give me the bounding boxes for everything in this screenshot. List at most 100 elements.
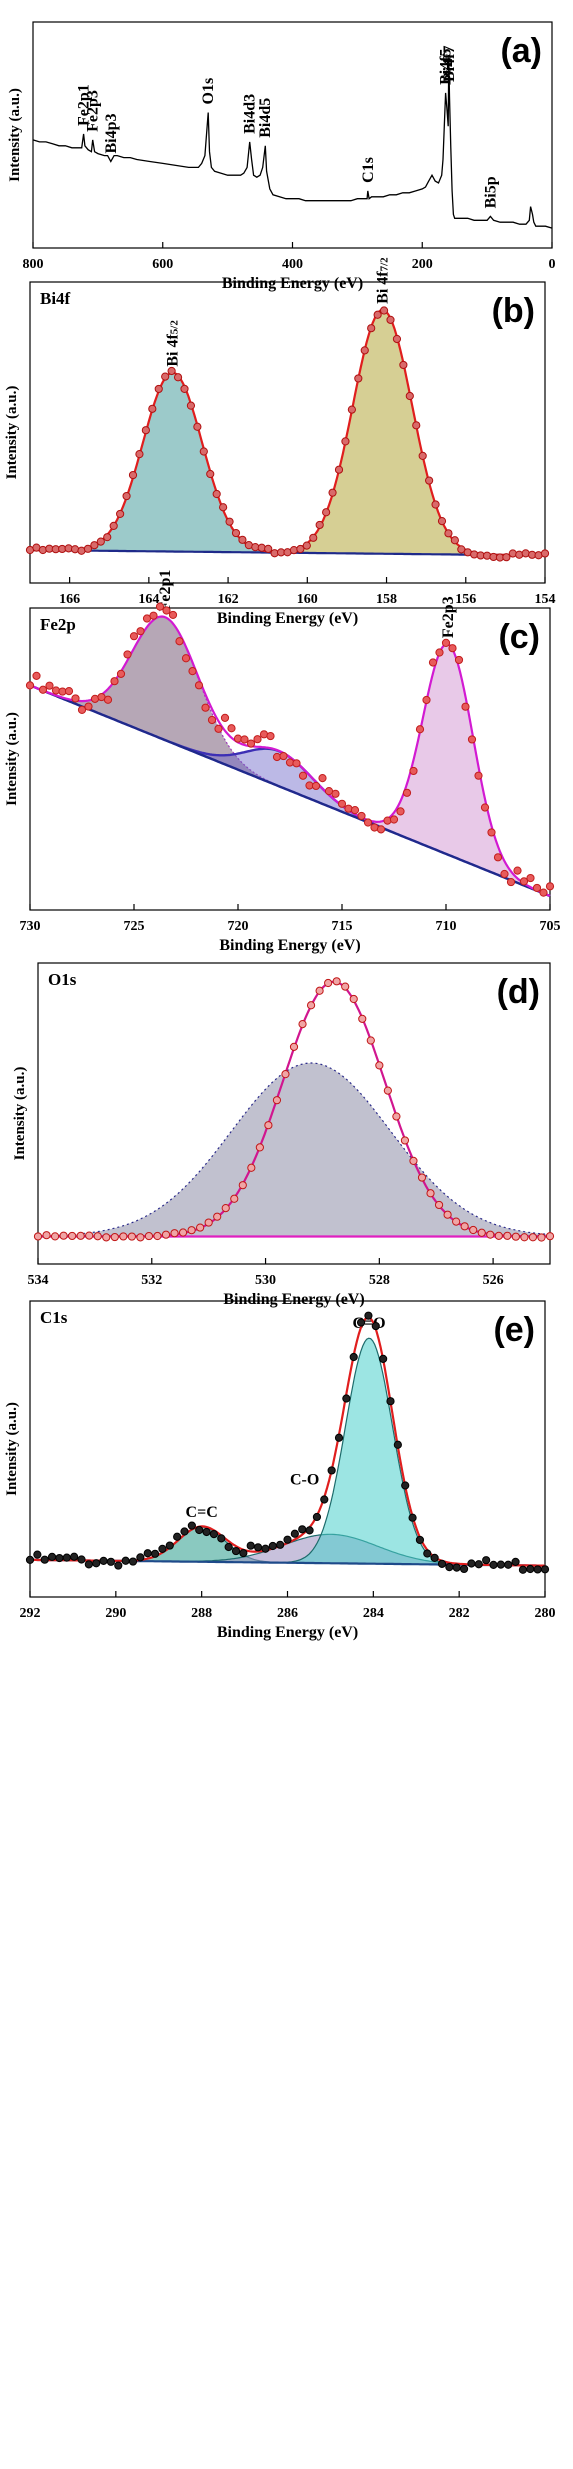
data-point [386, 1397, 395, 1406]
x-tick-label: 290 [105, 1606, 126, 1621]
data-point [116, 509, 125, 519]
data-point [383, 816, 392, 825]
data-point [296, 544, 305, 554]
component-peak [29, 372, 546, 557]
data-point [178, 1228, 188, 1237]
data-point [302, 541, 311, 550]
data-point [201, 703, 210, 712]
data-point [423, 1549, 432, 1558]
data-point [545, 1232, 555, 1241]
data-point [373, 310, 382, 319]
data-point [162, 606, 171, 615]
data-point [77, 1555, 86, 1564]
data-point [371, 1321, 380, 1331]
data-point [450, 536, 459, 545]
data-point [173, 373, 183, 382]
data-point [187, 1226, 196, 1235]
data-point [38, 685, 48, 694]
data-point [122, 491, 131, 501]
data-point [334, 1433, 344, 1442]
data-point [195, 1525, 204, 1535]
data-point [106, 1557, 116, 1566]
data-point [136, 1233, 145, 1242]
peak-annotation: Bi4d5 [257, 98, 274, 138]
data-point [246, 1541, 255, 1550]
data-point [422, 695, 431, 705]
x-axis-label: Binding Energy (eV) [217, 1624, 358, 1641]
data-point [358, 1014, 367, 1023]
data-point [289, 1042, 299, 1051]
data-point [533, 1565, 542, 1574]
data-point [503, 1231, 512, 1240]
data-point [103, 695, 113, 704]
data-point [121, 1556, 130, 1565]
fit-envelope [30, 1316, 546, 1567]
data-point [144, 1231, 154, 1241]
data-point [513, 866, 522, 875]
data-point [276, 1540, 285, 1549]
data-point [511, 1232, 520, 1241]
x-tick-label: 705 [540, 919, 561, 934]
data-point [202, 1527, 211, 1537]
data-point [292, 759, 301, 768]
x-tick-label: 162 [218, 592, 239, 607]
data-point [83, 544, 93, 553]
data-point [474, 1560, 483, 1569]
panel-label: (a) [500, 32, 542, 70]
panel-b: 166 164 162 160 158 156 154 Binding Energy (eV)… [4, 257, 556, 627]
data-point [493, 853, 503, 862]
data-point [213, 1212, 222, 1221]
data-point [480, 803, 490, 812]
peak-label: C-O [290, 1472, 319, 1489]
data-point [51, 686, 61, 695]
data-point [401, 1481, 410, 1490]
data-point [441, 638, 451, 647]
x-tick-label: 532 [141, 1273, 162, 1288]
x-tick-label: 720 [228, 919, 249, 934]
data-point [393, 1440, 402, 1449]
data-point [431, 500, 440, 509]
data-point [25, 1555, 35, 1564]
x-tick-label: 725 [124, 919, 145, 934]
data-point [539, 888, 548, 897]
data-point [173, 1532, 182, 1541]
data-point [102, 1233, 111, 1242]
data-point [520, 1233, 529, 1242]
data-point [366, 1036, 375, 1045]
data-point [141, 426, 150, 435]
data-point [504, 1560, 513, 1569]
data-point [545, 882, 555, 891]
data-point [64, 686, 74, 696]
x-tick-label: 0 [549, 257, 556, 272]
data-point [128, 1557, 138, 1566]
data-point [193, 422, 202, 431]
x-tick-label: 400 [282, 257, 303, 272]
peak-annotation: Bi4d3 [242, 94, 259, 134]
data-point [474, 771, 483, 780]
data-point [99, 1556, 108, 1565]
data-point [443, 1210, 452, 1219]
data-point [42, 1231, 51, 1240]
data-point [281, 1070, 290, 1079]
data-point [467, 1559, 476, 1568]
data-point [68, 1231, 77, 1241]
x-tick-label: 282 [449, 1606, 470, 1621]
data-point [268, 1541, 277, 1551]
data-point [240, 735, 249, 744]
data-point [405, 391, 414, 401]
y-axis-label: Intensity (a.u.) [12, 1067, 28, 1161]
data-point [180, 384, 189, 393]
data-point [430, 1553, 439, 1562]
x-tick-label: 280 [535, 1606, 556, 1621]
panel-e: 292 290 288 286 284 282 280 Binding Energy (eV)… [4, 1300, 556, 1641]
data-point [129, 632, 139, 641]
data-point [482, 551, 492, 560]
data-point [528, 1233, 538, 1242]
peak-label: Bi 4f7/2 [375, 257, 392, 304]
data-point [168, 610, 178, 620]
data-point [110, 677, 119, 686]
data-point [148, 404, 157, 413]
peak-annotation: O1s [200, 78, 217, 105]
data-point [246, 739, 256, 748]
data-point [537, 1233, 546, 1242]
